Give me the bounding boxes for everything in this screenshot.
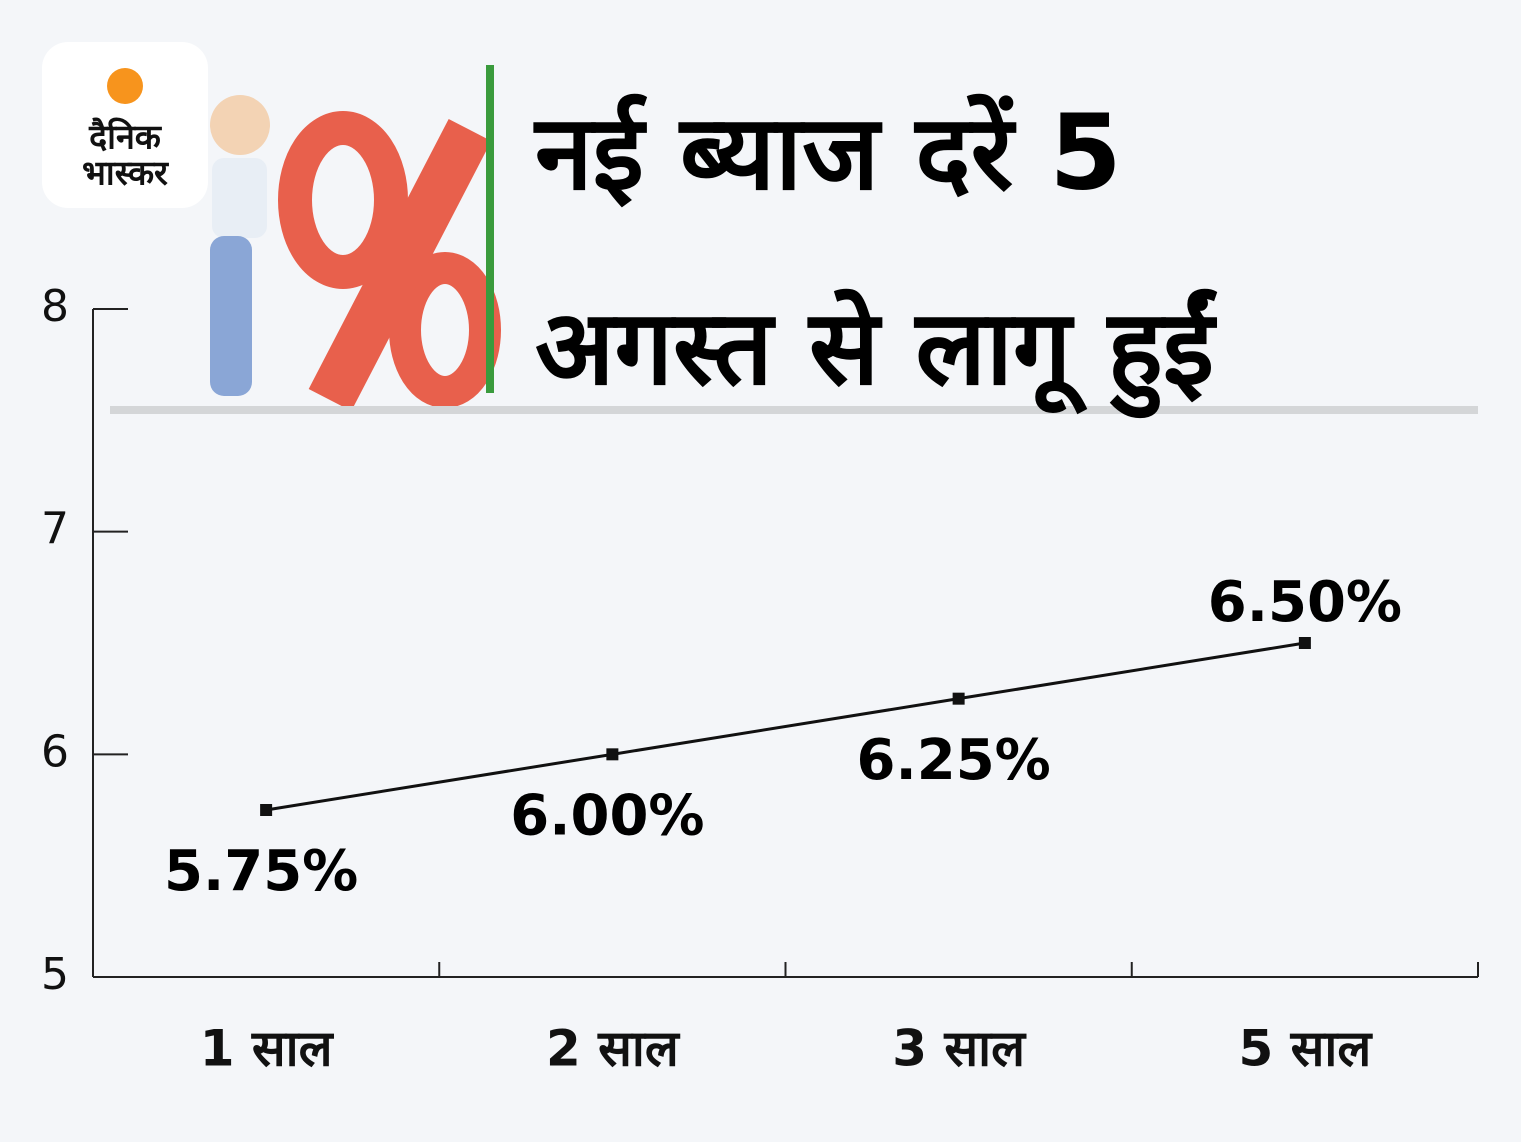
figure-legs xyxy=(210,236,252,396)
data-point xyxy=(952,692,965,705)
accent-bar xyxy=(486,65,494,393)
percent-circle xyxy=(278,111,408,289)
data-line xyxy=(265,641,1306,812)
x-tick-label: 2 साल xyxy=(546,1020,681,1078)
y-tick-label: 5 xyxy=(41,949,69,1000)
y-tick-label: 7 xyxy=(41,504,69,555)
data-point xyxy=(606,748,619,761)
logo-sun xyxy=(107,68,143,104)
value-label: 6.50% xyxy=(1208,570,1402,635)
value-label: 5.75% xyxy=(164,839,358,904)
x-tick-label: 1 साल xyxy=(200,1020,335,1078)
value-label: 6.00% xyxy=(510,783,704,848)
x-tick-label: 5 साल xyxy=(1238,1020,1373,1078)
logo-line: दैनिक xyxy=(88,117,163,158)
chart-title: अगस्त से लागू हुईं xyxy=(535,286,1218,418)
value-label: 6.25% xyxy=(856,728,1050,793)
logo-box xyxy=(42,42,208,208)
data-point xyxy=(260,804,273,816)
y-tick-label: 8 xyxy=(41,281,69,332)
figure-body xyxy=(212,158,267,238)
y-tick-label: 6 xyxy=(41,726,69,777)
figure-head xyxy=(210,95,270,155)
logo-line: भास्कर xyxy=(82,154,169,194)
x-tick-label: 3 साल xyxy=(892,1020,1027,1078)
data-point xyxy=(1298,637,1311,649)
percent-slash xyxy=(308,118,492,412)
percent-circle xyxy=(389,252,501,408)
chart-title: नई ब्याज दरें 5 xyxy=(533,91,1122,213)
illustration xyxy=(210,95,501,412)
divider xyxy=(110,406,1478,414)
